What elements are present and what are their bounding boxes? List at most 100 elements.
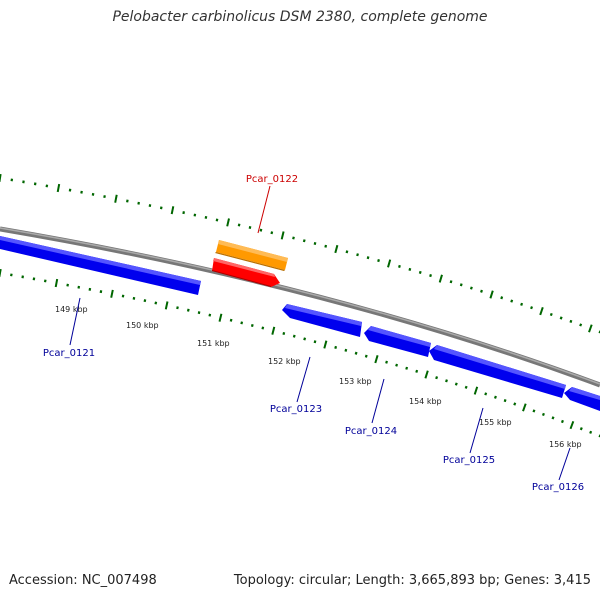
outer-ring-major-tick [539, 306, 544, 316]
inner-ring-minor-tick [354, 351, 358, 355]
gene-pcar-0121[interactable] [0, 236, 201, 295]
gene-label-pcar-0124[interactable]: Pcar_0124 [345, 426, 397, 437]
outer-ring-minor-tick [559, 316, 563, 320]
leader-line-pcar-0121 [69, 297, 81, 346]
outer-ring-minor-tick [137, 201, 140, 205]
gene-pcar-0122-cds[interactable] [215, 240, 288, 271]
outer-ring-minor-tick [80, 190, 83, 194]
inner-ring-major-tick [0, 268, 2, 278]
outer-ring-major-tick [387, 259, 392, 268]
scale-label-152: 152 kbp [268, 357, 301, 366]
inner-ring-major-tick [424, 370, 429, 379]
inner-ring-minor-tick [334, 345, 338, 349]
inner-ring-minor-tick [344, 348, 348, 352]
outer-ring-minor-tick [237, 223, 241, 227]
outer-ring-minor-tick [345, 250, 349, 254]
inner-ring-minor-tick [250, 323, 254, 327]
inner-ring-major-tick [473, 386, 479, 395]
outer-ring-minor-tick [549, 312, 553, 317]
gene-label-pcar-0123[interactable]: Pcar_0123 [270, 404, 322, 415]
outer-ring-minor-tick [408, 267, 412, 271]
inner-ring-minor-tick [282, 331, 286, 335]
inner-ring-minor-tick [464, 385, 468, 389]
outer-ring-major-tick [588, 324, 593, 333]
outer-ring-minor-tick [68, 188, 72, 192]
inner-ring-minor-tick [292, 334, 296, 338]
outer-ring-minor-tick [356, 253, 359, 257]
outer-ring-minor-tick [429, 274, 432, 278]
outer-ring-minor-tick [569, 319, 573, 323]
outer-ring-minor-tick [469, 286, 473, 290]
inner-ring-minor-tick [589, 430, 593, 434]
inner-ring-minor-tick [313, 340, 317, 344]
inner-ring-minor-tick [560, 419, 564, 424]
gene-pcar-0124[interactable] [364, 326, 431, 357]
inner-tick-ring [0, 268, 600, 438]
scale-label-150: 150 kbp [126, 321, 159, 330]
outer-ring-minor-tick [398, 264, 401, 268]
inner-ring-minor-tick [10, 273, 13, 277]
scale-label-155: 155 kbp [479, 418, 512, 427]
gene-pcar-0126[interactable] [564, 387, 600, 411]
leader-line-pcar-0124 [371, 378, 385, 424]
inner-ring-major-tick [374, 355, 379, 364]
outer-ring-minor-tick [366, 256, 370, 260]
inner-ring-minor-tick [176, 306, 179, 310]
inner-ring-minor-tick [121, 294, 125, 298]
inner-ring-major-tick [323, 340, 328, 349]
gene-label-pcar-0126[interactable]: Pcar_0126 [532, 482, 584, 493]
outer-ring-minor-tick [259, 228, 263, 232]
inner-ring-minor-tick [415, 369, 419, 373]
outer-ring-major-tick [226, 218, 230, 227]
scale-label-149: 149 kbp [55, 305, 88, 314]
outer-ring-minor-tick [459, 283, 463, 287]
outer-ring-minor-tick [520, 302, 524, 306]
outer-ring-minor-tick [500, 296, 504, 300]
inner-ring-minor-tick [132, 296, 136, 300]
accession-text: Accession: NC_007498 [9, 573, 157, 588]
outer-ring-minor-tick [377, 259, 380, 263]
scale-label-156: 156 kbp [549, 440, 582, 449]
inner-ring-minor-tick [229, 318, 233, 322]
inner-ring-minor-tick [77, 285, 81, 289]
inner-ring-minor-tick [99, 290, 103, 294]
inner-ring-major-tick [271, 326, 276, 335]
leader-line-pcar-0125 [469, 407, 484, 454]
inner-ring-minor-tick [240, 321, 244, 325]
scale-label-151: 151 kbp [197, 339, 230, 348]
inner-ring-minor-tick [493, 395, 497, 399]
inner-ring-minor-tick [435, 376, 439, 380]
outer-ring-minor-tick [126, 199, 129, 203]
inner-ring-minor-tick [66, 283, 69, 287]
outer-tick-ring [0, 174, 600, 334]
gene-label-pcar-0121[interactable]: Pcar_0121 [43, 348, 95, 359]
outer-ring-minor-tick [510, 299, 514, 303]
outer-ring-minor-tick [182, 211, 185, 215]
inner-ring-major-tick [218, 313, 223, 322]
outer-ring-major-tick [280, 231, 285, 240]
outer-ring-minor-tick [292, 236, 295, 240]
gene-pcar-0125[interactable] [429, 345, 566, 398]
inner-ring-major-tick [522, 403, 527, 412]
inner-ring-minor-tick [385, 360, 388, 364]
gene-label-pcar-0122[interactable]: Pcar_0122 [246, 174, 298, 185]
outer-ring-major-tick [56, 183, 61, 193]
inner-ring-minor-tick [454, 382, 458, 386]
outer-ring-minor-tick [248, 226, 252, 230]
outer-ring-major-tick [438, 274, 443, 283]
outer-ring-minor-tick [530, 306, 534, 310]
inner-ring-minor-tick [143, 299, 147, 303]
outer-ring-minor-tick [159, 206, 163, 210]
inner-ring-minor-tick [484, 392, 488, 396]
inner-ring-minor-tick [88, 287, 92, 291]
outer-ring-minor-tick [193, 213, 197, 217]
map-title: Pelobacter carbinolicus DSM 2380, comple… [112, 9, 488, 25]
outer-ring-minor-tick [480, 289, 483, 293]
inner-ring-minor-tick [208, 313, 212, 317]
gene-pcar-0123[interactable] [282, 304, 362, 337]
gene-pcar-0122[interactable] [212, 258, 280, 287]
gene-label-pcar-0125[interactable]: Pcar_0125 [443, 455, 495, 466]
inner-ring-minor-tick [32, 277, 36, 281]
inner-ring-minor-tick [551, 416, 555, 420]
inner-ring-minor-tick [154, 301, 158, 305]
